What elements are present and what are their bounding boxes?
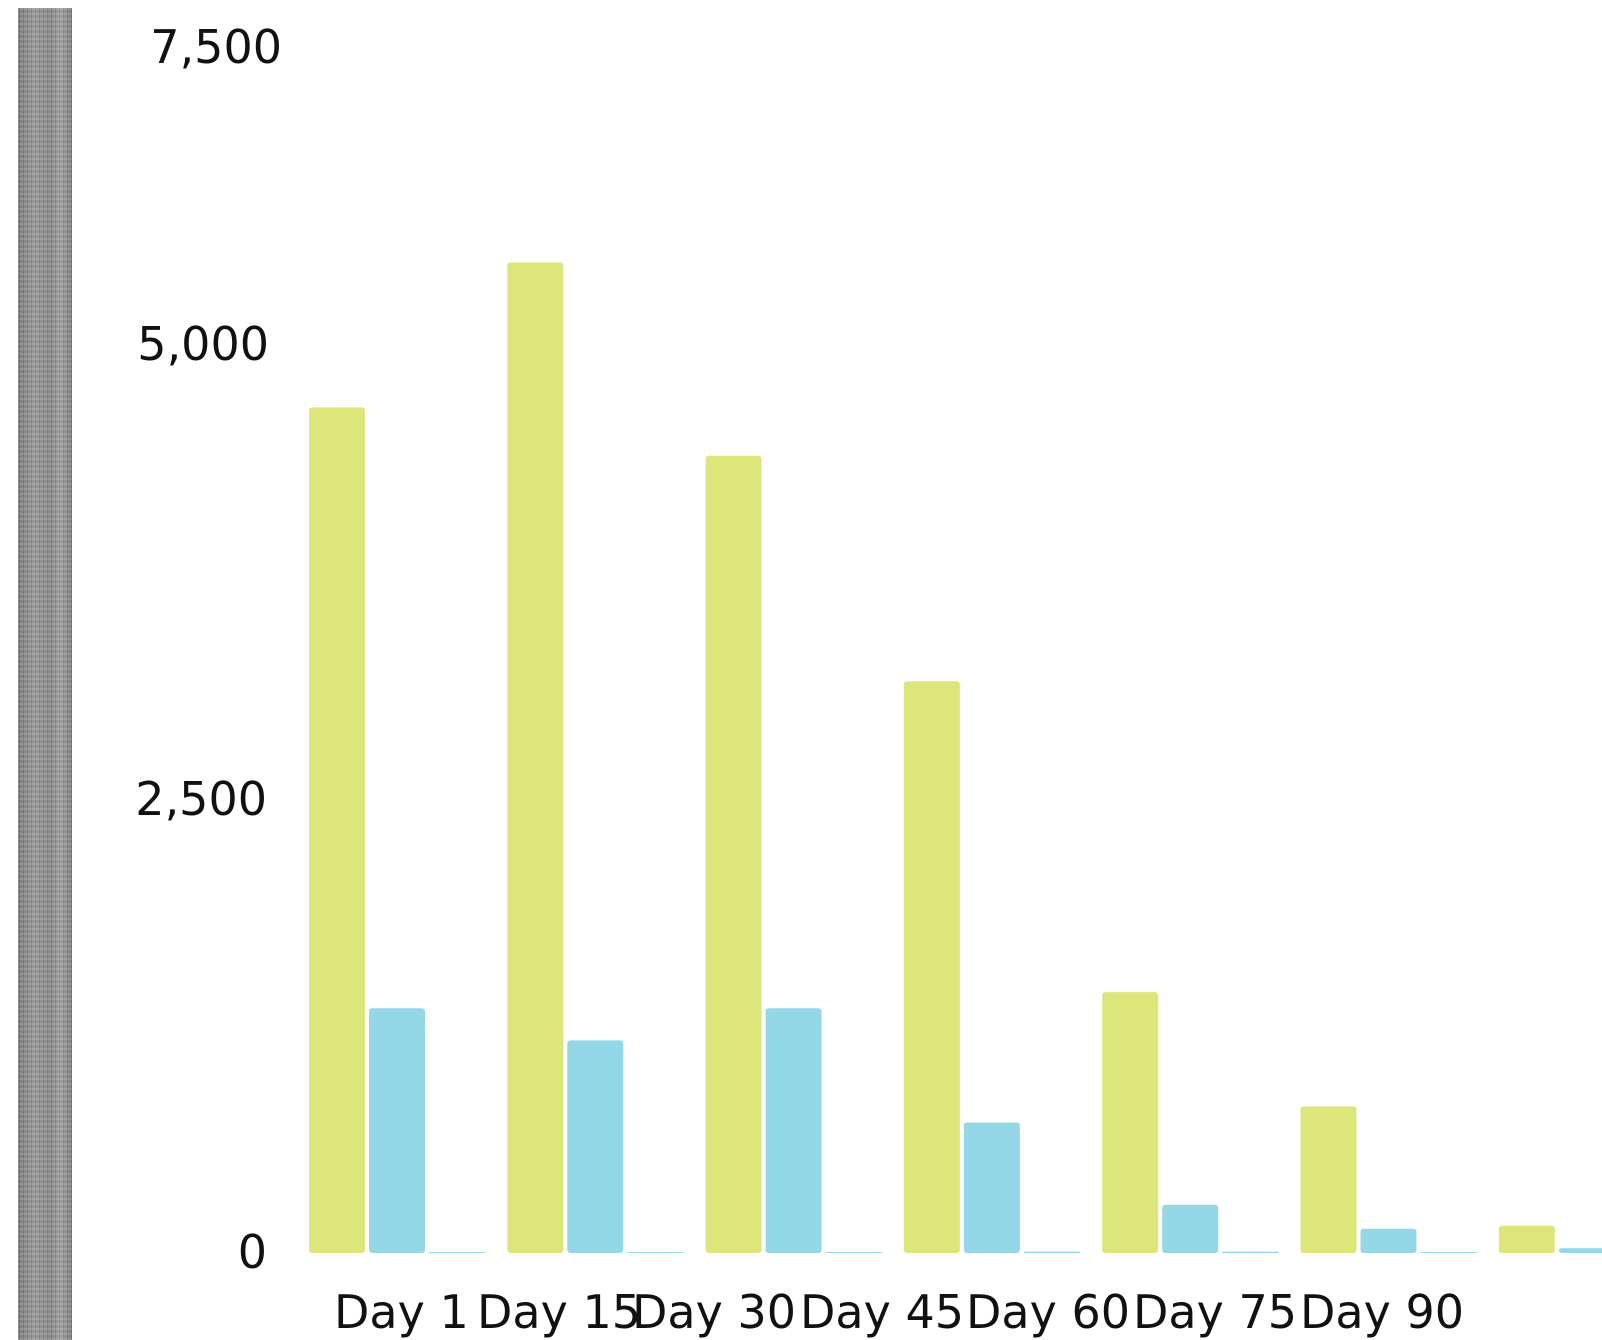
x-tick-label: Day 75: [1133, 1285, 1297, 1339]
bar-day-15-series-3: [627, 1252, 684, 1253]
bar-day-30-series-2: [765, 1008, 822, 1253]
y-tick-label: 2,500: [135, 772, 267, 826]
y-axis-labels: 0 2,500 5,000 7,500: [135, 20, 282, 1279]
x-tick-label: Day 90: [1300, 1285, 1464, 1339]
bar-day-15-series-2: [567, 1040, 624, 1253]
bar-day-60-series-2: [1162, 1204, 1219, 1253]
x-tick-label: Day 30: [632, 1285, 796, 1339]
bar-day-60-series-3: [1222, 1251, 1279, 1253]
bar-day-15-series-1: [507, 262, 564, 1253]
bar-day-1-series-1: [309, 407, 365, 1253]
x-tick-label: Day 1: [334, 1285, 469, 1339]
x-tick-label: Day 15: [477, 1285, 641, 1339]
y-tick-label: 7,500: [150, 20, 282, 74]
bar-day-75-series-2: [1360, 1228, 1417, 1253]
bar-day-75-series-1: [1300, 1106, 1357, 1253]
bar-day-1-series-2: [369, 1008, 425, 1253]
bar-day-60-series-1: [1102, 992, 1159, 1253]
x-tick-label: Day 60: [966, 1285, 1130, 1339]
left-edge-strip: [18, 8, 72, 1340]
bar-day-90-series-1: [1498, 1225, 1555, 1253]
bars-group: [309, 262, 1602, 1253]
bar-day-30-series-1: [705, 455, 762, 1253]
bar-day-90-series-2: [1558, 1248, 1602, 1253]
y-tick-label: 0: [238, 1225, 267, 1279]
bar-day-75-series-3: [1420, 1252, 1477, 1253]
bar-day-45-series-3: [1023, 1251, 1080, 1253]
x-tick-label: Day 45: [800, 1285, 964, 1339]
y-tick-label: 5,000: [137, 317, 269, 371]
bar-day-1-series-3: [429, 1252, 485, 1253]
bar-day-45-series-2: [963, 1122, 1020, 1253]
bar-day-30-series-3: [825, 1252, 882, 1253]
bar-day-45-series-1: [903, 681, 960, 1253]
